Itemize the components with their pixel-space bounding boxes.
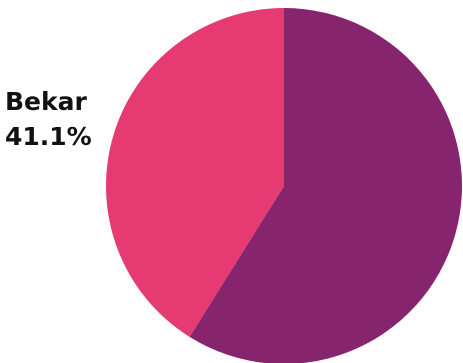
pie-slice-bekar bbox=[105, 7, 284, 337]
slice-label-bekar: Bekar bbox=[5, 87, 88, 116]
pie-slice-other bbox=[189, 8, 462, 363]
slice-percent-bekar: 41.1% bbox=[5, 122, 92, 151]
